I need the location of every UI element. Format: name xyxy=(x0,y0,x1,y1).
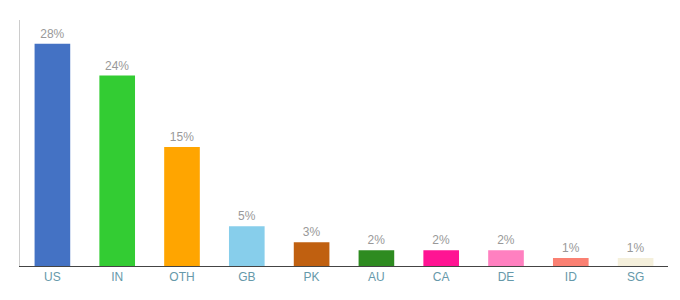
svg-text:2%: 2% xyxy=(368,233,386,247)
svg-text:ID: ID xyxy=(565,270,577,284)
svg-text:5%: 5% xyxy=(238,209,256,223)
svg-text:PK: PK xyxy=(304,270,320,284)
svg-text:GB: GB xyxy=(238,270,255,284)
svg-text:2%: 2% xyxy=(432,233,450,247)
svg-text:24%: 24% xyxy=(105,59,129,73)
svg-text:3%: 3% xyxy=(303,225,321,239)
svg-text:US: US xyxy=(44,270,61,284)
svg-text:1%: 1% xyxy=(562,241,580,255)
svg-text:15%: 15% xyxy=(170,130,194,144)
svg-text:CA: CA xyxy=(433,270,450,284)
svg-text:1%: 1% xyxy=(627,241,645,255)
svg-text:IN: IN xyxy=(111,270,123,284)
svg-text:28%: 28% xyxy=(40,27,64,41)
svg-text:2%: 2% xyxy=(497,233,515,247)
svg-text:DE: DE xyxy=(498,270,515,284)
svg-text:AU: AU xyxy=(368,270,385,284)
svg-text:OTH: OTH xyxy=(169,270,194,284)
svg-text:SG: SG xyxy=(627,270,644,284)
